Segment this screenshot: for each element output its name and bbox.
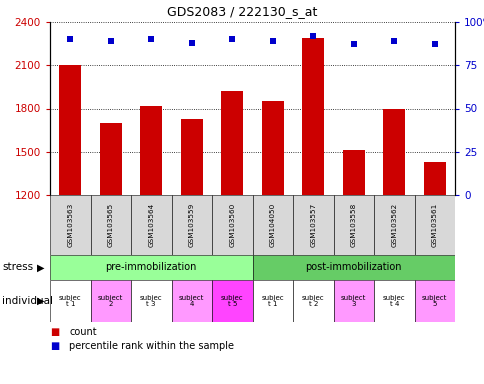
Text: subjec
t 1: subjec t 1 [261, 295, 284, 307]
Text: subjec
t 2: subjec t 2 [302, 295, 324, 307]
Bar [91, 195, 131, 255]
Text: ■: ■ [50, 341, 59, 351]
Text: GSM103565: GSM103565 [107, 203, 114, 247]
Bar [171, 195, 212, 255]
Point [268, 38, 276, 44]
Bar [302, 38, 324, 195]
Point [349, 41, 357, 48]
Text: GSM103558: GSM103558 [350, 203, 356, 247]
Text: subjec
t 4: subjec t 4 [382, 295, 405, 307]
Text: subjec
t 1: subjec t 1 [59, 295, 81, 307]
Bar [333, 195, 373, 255]
Point [430, 41, 438, 48]
Bar [292, 195, 333, 255]
Text: GSM104050: GSM104050 [269, 203, 275, 247]
Bar [212, 280, 252, 322]
Text: subject
4: subject 4 [179, 295, 204, 307]
Bar [180, 119, 202, 195]
Bar [221, 91, 243, 195]
Bar [333, 280, 373, 322]
Bar [131, 195, 171, 255]
Bar [261, 101, 283, 195]
Bar [423, 162, 445, 195]
Text: GSM103561: GSM103561 [431, 203, 437, 247]
Point [106, 38, 114, 44]
Text: subject
2: subject 2 [98, 295, 123, 307]
Text: count: count [69, 327, 97, 337]
Text: GSM103562: GSM103562 [391, 203, 396, 247]
Text: GSM103563: GSM103563 [67, 203, 73, 247]
Text: ▶: ▶ [36, 296, 44, 306]
Bar [50, 195, 91, 255]
Text: GDS2083 / 222130_s_at: GDS2083 / 222130_s_at [167, 5, 317, 18]
Text: ▶: ▶ [36, 263, 44, 273]
Point [390, 38, 397, 44]
Text: GSM103564: GSM103564 [148, 203, 154, 247]
Point [66, 36, 74, 42]
Bar [292, 280, 333, 322]
Bar [212, 195, 252, 255]
Text: GSM103560: GSM103560 [229, 203, 235, 247]
Bar [131, 280, 171, 322]
Bar [59, 65, 81, 195]
Text: GSM103559: GSM103559 [188, 203, 195, 247]
Bar [382, 109, 405, 195]
Point [187, 40, 195, 46]
Text: ■: ■ [50, 327, 59, 337]
Bar [50, 280, 91, 322]
Text: stress: stress [2, 263, 33, 273]
Bar [414, 195, 454, 255]
Text: subjec
t 3: subjec t 3 [140, 295, 162, 307]
Bar [50, 255, 252, 280]
Text: post-immobilization: post-immobilization [305, 263, 401, 273]
Point [147, 36, 155, 42]
Bar [171, 280, 212, 322]
Text: pre-immobilization: pre-immobilization [106, 263, 197, 273]
Bar [140, 106, 162, 195]
Bar [99, 123, 121, 195]
Bar [252, 280, 292, 322]
Text: subjec
t 5: subjec t 5 [221, 295, 243, 307]
Point [309, 33, 317, 39]
Bar [414, 280, 454, 322]
Text: GSM103557: GSM103557 [310, 203, 316, 247]
Bar [91, 280, 131, 322]
Point [228, 36, 236, 42]
Bar [373, 195, 414, 255]
Text: individual: individual [2, 296, 53, 306]
Bar [252, 255, 454, 280]
Bar [252, 195, 292, 255]
Text: percentile rank within the sample: percentile rank within the sample [69, 341, 234, 351]
Bar [342, 150, 364, 195]
Bar [373, 280, 414, 322]
Text: subject
5: subject 5 [421, 295, 447, 307]
Text: subject
3: subject 3 [340, 295, 366, 307]
